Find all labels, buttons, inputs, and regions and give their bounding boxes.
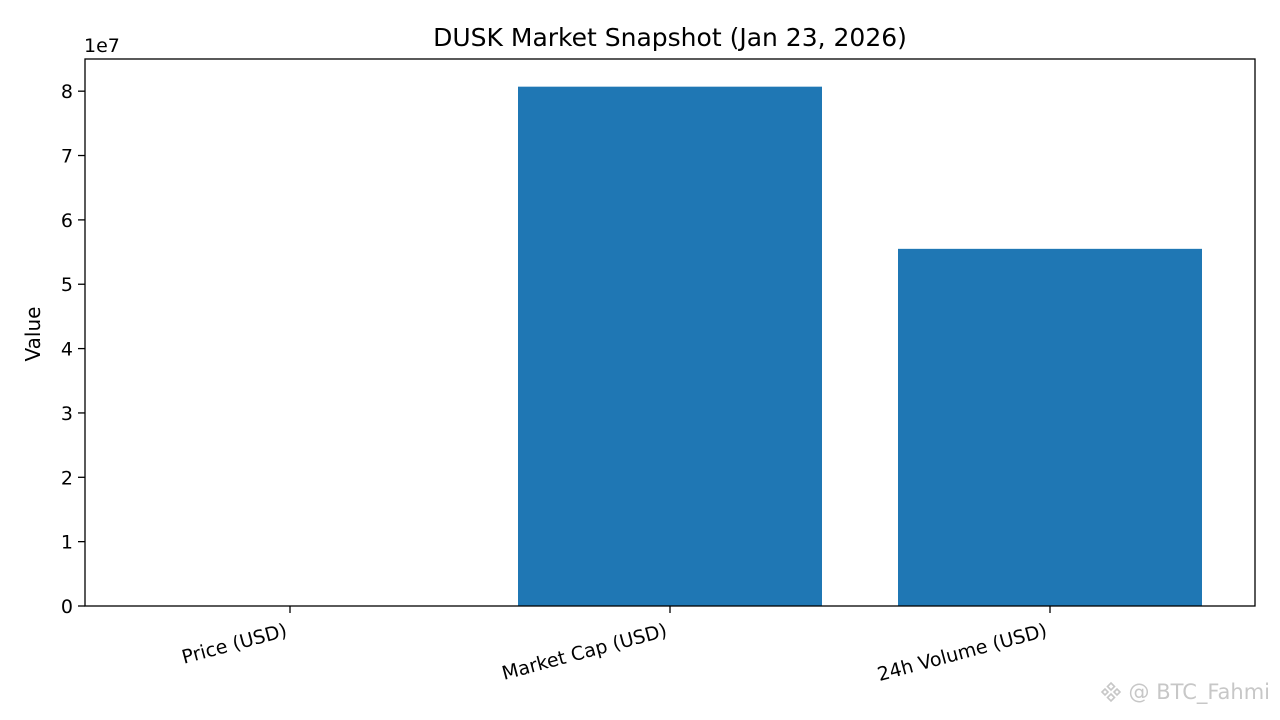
y-tick-label: 0 xyxy=(61,596,73,618)
y-tick-label: 2 xyxy=(61,467,73,489)
y-tick-label: 4 xyxy=(61,339,73,361)
x-tick-label: 24h Volume (USD) xyxy=(875,620,1049,686)
y-tick-label: 8 xyxy=(61,81,73,103)
bar-2 xyxy=(518,86,822,607)
x-tick-label: Market Cap (USD) xyxy=(500,620,670,685)
y-tick-label: 1 xyxy=(61,532,73,554)
binance-logo-icon xyxy=(1100,681,1121,703)
bar-3 xyxy=(898,248,1202,606)
y-tick-label: 5 xyxy=(61,274,73,296)
plot-frame xyxy=(84,58,1256,607)
x-tick-label: Price (USD) xyxy=(179,620,289,669)
y-axis-label: Value xyxy=(21,307,45,362)
watermark: @ BTC_Fahmi xyxy=(1099,680,1270,704)
chart-title: DUSK Market Snapshot (Jan 23, 2026) xyxy=(433,23,907,52)
y-tick-label: 6 xyxy=(61,210,73,232)
y-tick-label: 3 xyxy=(61,403,73,425)
watermark-text: @ BTC_Fahmi xyxy=(1128,680,1270,704)
y-tick-label: 7 xyxy=(61,146,73,168)
y-offset-label: 1e7 xyxy=(84,35,120,57)
